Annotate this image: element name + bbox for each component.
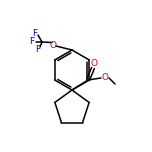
Text: O: O [49, 40, 56, 50]
Text: F: F [35, 45, 41, 54]
Text: F: F [32, 29, 38, 38]
Text: O: O [102, 74, 109, 83]
Text: O: O [90, 59, 97, 69]
Text: F: F [29, 38, 35, 47]
